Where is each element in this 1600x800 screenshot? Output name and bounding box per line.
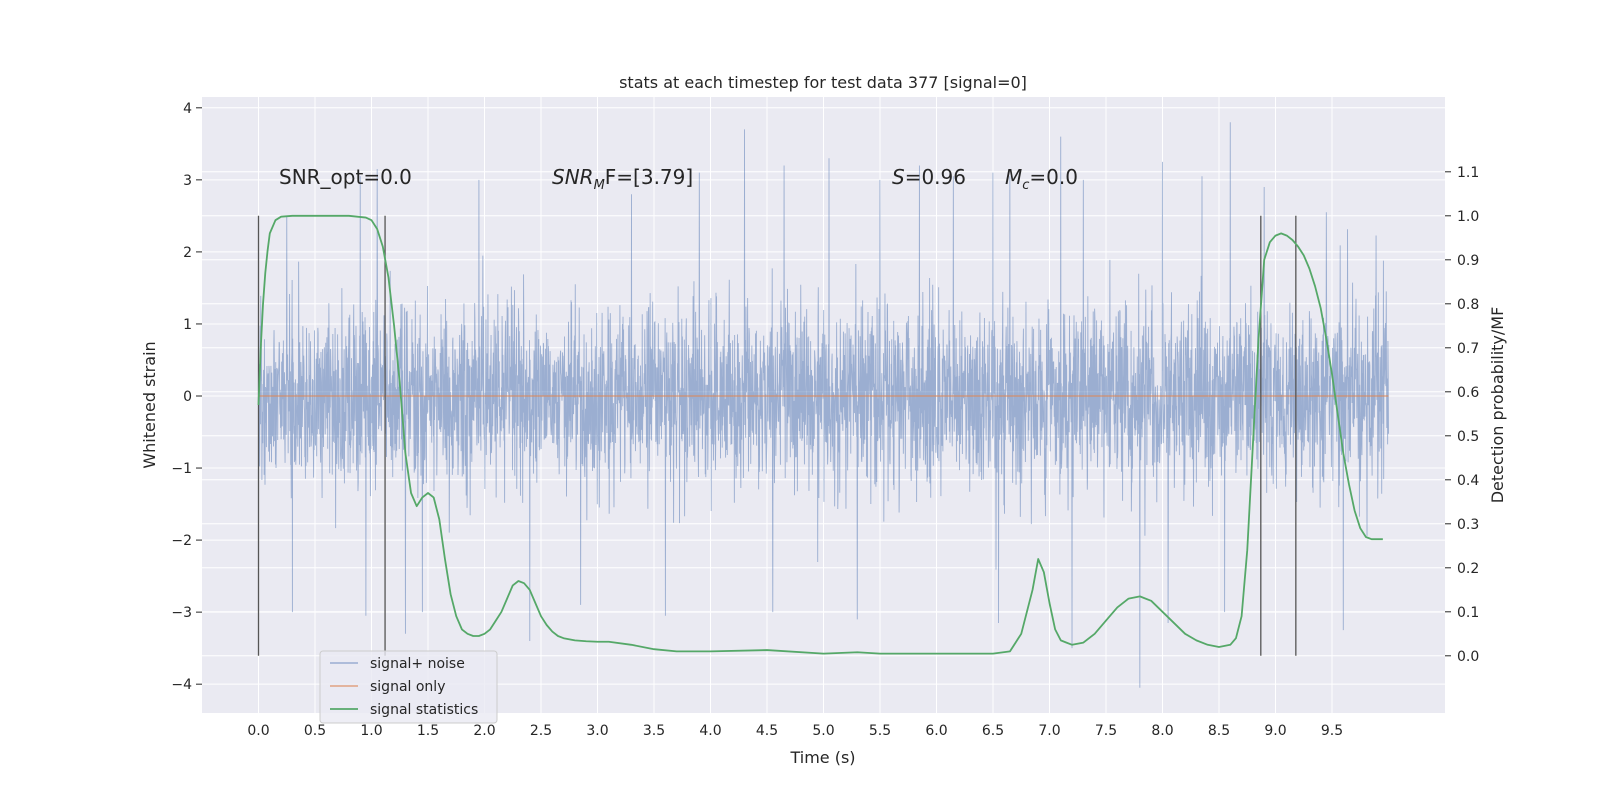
x-tick-label: 1.5 xyxy=(417,723,439,739)
legend-label-noise: signal+ noise xyxy=(370,656,465,672)
noise-line xyxy=(258,122,1389,688)
x-tick-label: 7.5 xyxy=(1095,723,1117,739)
y-right-tick-label: 0.1 xyxy=(1457,605,1479,621)
y-tick-label: 0 xyxy=(183,389,192,405)
y-tick-label: 4 xyxy=(183,101,192,117)
x-tick-label: 3.5 xyxy=(643,723,665,739)
y-right-tick-label: 0.6 xyxy=(1457,385,1479,401)
x-tick-label: 0.0 xyxy=(247,723,269,739)
annotation-snr-opt: SNR_opt=0.0 xyxy=(279,165,412,189)
x-tick-label: 3.0 xyxy=(586,723,608,739)
noise-series xyxy=(258,122,1389,688)
y-axis-label: Whitened strain xyxy=(140,341,159,468)
x-tick-label: 0.5 xyxy=(304,723,326,739)
x-tick-label: 5.5 xyxy=(869,723,891,739)
x-tick-label: 2.0 xyxy=(473,723,495,739)
y-tick-label: −1 xyxy=(171,461,192,477)
y-ticks-left: −4 −3 −2 −1 0 1 2 3 4 xyxy=(171,101,202,693)
stats-line xyxy=(257,214,1383,655)
annotation-snr-mf: SNRMF=[3.79] xyxy=(552,165,693,193)
x-tick-label: 6.0 xyxy=(925,723,947,739)
x-tick-label: 9.5 xyxy=(1321,723,1343,739)
y-right-tick-label: 0.9 xyxy=(1457,253,1479,269)
y-right-tick-label: 0.7 xyxy=(1457,341,1479,357)
y-right-tick-label: 0.3 xyxy=(1457,517,1479,533)
y-right-tick-label: 0.2 xyxy=(1457,561,1479,577)
x-tick-label: 4.5 xyxy=(756,723,778,739)
y-tick-label: −3 xyxy=(171,605,192,621)
chart-title: stats at each timestep for test data 377… xyxy=(619,73,1027,92)
x-tick-label: 6.5 xyxy=(982,723,1004,739)
legend-label-stats: signal statistics xyxy=(370,702,478,718)
y-tick-label: −4 xyxy=(171,677,192,693)
x-tick-label: 2.5 xyxy=(530,723,552,739)
y-right-tick-label: 1.0 xyxy=(1457,209,1479,225)
stats-series xyxy=(257,214,1383,655)
y-tick-label: 3 xyxy=(183,173,192,189)
x-tick-label: 5.0 xyxy=(812,723,834,739)
y-tick-label: 1 xyxy=(183,317,192,333)
y-right-tick-label: 0.4 xyxy=(1457,473,1479,489)
x-ticks: 0.0 0.5 1.0 1.5 2.0 2.5 3.0 3.5 4.0 4.5 5.0 5.5 6.0 6… xyxy=(247,723,1343,739)
annotation-mc: Mc=0.0 xyxy=(1005,165,1078,193)
y-axis-label-right: Detection probability/MF xyxy=(1488,307,1507,504)
legend-box xyxy=(319,650,498,724)
legend-label-signal: signal only xyxy=(370,679,445,695)
y-right-tick-label: 1.1 xyxy=(1457,165,1479,181)
y-right-tick-label: 0.0 xyxy=(1457,649,1479,665)
x-tick-label: 8.5 xyxy=(1208,723,1230,739)
y-right-tick-label: 0.8 xyxy=(1457,297,1479,313)
y-tick-label: 2 xyxy=(183,245,192,261)
x-tick-label: 4.0 xyxy=(699,723,721,739)
y-ticks-right: 0.0 0.1 0.2 0.3 0.4 0.5 0.6 0.7 0.8 0.9 1.0 1.1 xyxy=(1445,165,1479,665)
annotation-s: S=0.96 xyxy=(892,165,966,189)
x-axis-label: Time (s) xyxy=(789,748,855,767)
x-tick-label: 8.0 xyxy=(1151,723,1173,739)
x-tick-label: 9.0 xyxy=(1264,723,1286,739)
legend: signal+ noise signal only signal statist… xyxy=(319,650,498,724)
x-tick-label: 1.0 xyxy=(360,723,382,739)
y-tick-label: −2 xyxy=(171,533,192,549)
vertical-markers xyxy=(257,215,1297,656)
y-right-tick-label: 0.5 xyxy=(1457,429,1479,445)
x-tick-label: 7.0 xyxy=(1038,723,1060,739)
